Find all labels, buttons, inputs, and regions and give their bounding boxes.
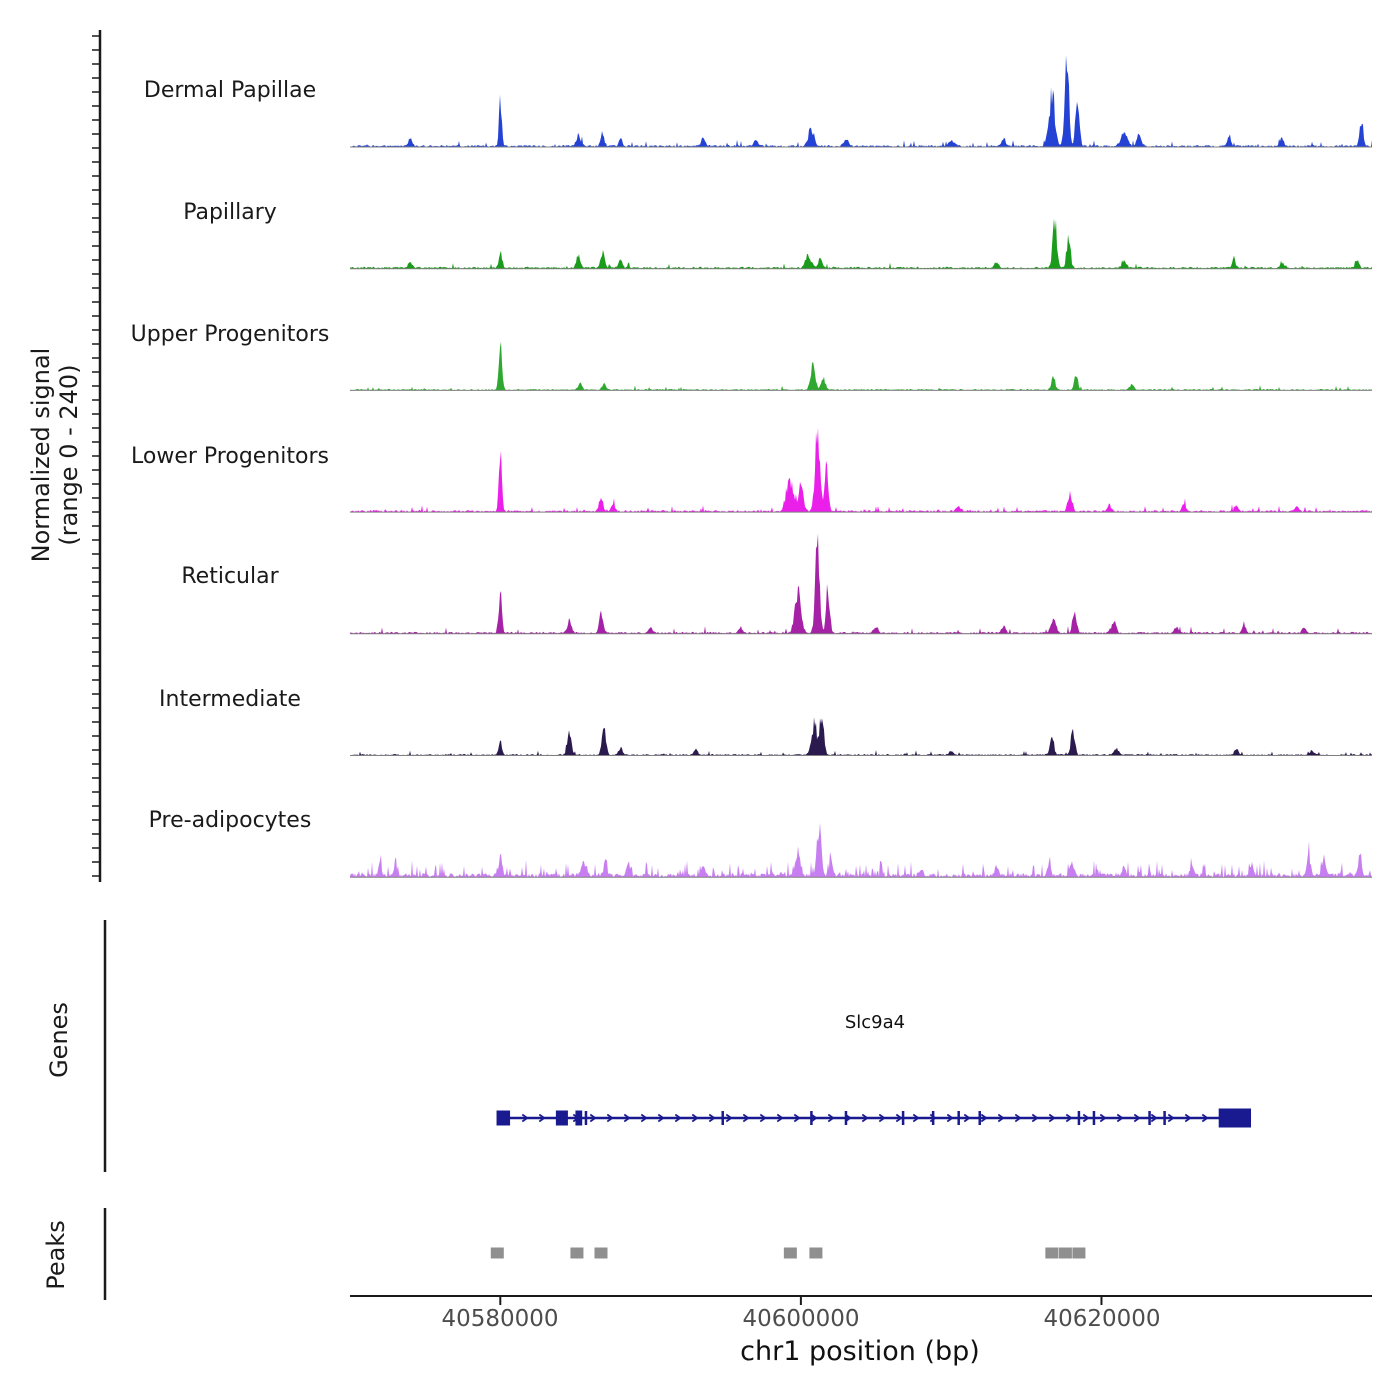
peak-region-box bbox=[783, 1247, 797, 1259]
peak-region-box bbox=[1045, 1247, 1059, 1259]
gene-strand-arrow bbox=[1201, 1113, 1209, 1123]
gene-strand-arrow bbox=[691, 1113, 699, 1123]
gene-exon-mark bbox=[721, 1111, 724, 1125]
gene-exon-box bbox=[496, 1110, 511, 1126]
x-tick-label-40620000: 40620000 bbox=[1043, 1306, 1161, 1332]
x-tick-label-40580000: 40580000 bbox=[441, 1306, 559, 1332]
gene-strand-arrow bbox=[878, 1113, 886, 1123]
gene-exon-mark bbox=[810, 1111, 813, 1125]
gene-strand-arrow bbox=[759, 1113, 767, 1123]
gene-exon-mark bbox=[931, 1111, 935, 1125]
gene-strand-arrow bbox=[623, 1113, 631, 1123]
gene-strand-arrow bbox=[1099, 1113, 1107, 1123]
track-label-upper-progenitors: Upper Progenitors bbox=[130, 322, 330, 347]
gene-strand-arrow bbox=[657, 1113, 665, 1123]
gene-name-label: Slc9a4 bbox=[844, 1012, 906, 1033]
signal-area-2 bbox=[350, 341, 1372, 391]
signal-area-3 bbox=[350, 427, 1372, 513]
y-axis-label-line1: Normalized signal bbox=[27, 347, 55, 563]
gene-exon-box bbox=[555, 1110, 568, 1126]
x-tick-label-40600000: 40600000 bbox=[742, 1306, 860, 1332]
gene-strand-arrow bbox=[708, 1113, 716, 1123]
signal-area-0 bbox=[350, 55, 1372, 148]
gene-strand-arrow bbox=[946, 1113, 954, 1123]
gene-exon-mark bbox=[1092, 1111, 1096, 1125]
gene-strand-arrow bbox=[861, 1113, 869, 1123]
signal-area-1 bbox=[350, 218, 1372, 269]
gene-exon-mark bbox=[901, 1111, 905, 1125]
gene-strand-arrow bbox=[742, 1113, 750, 1123]
gene-strand-arrow bbox=[912, 1113, 920, 1123]
signal-area-5 bbox=[350, 717, 1372, 756]
gene-exon-mark bbox=[1148, 1111, 1151, 1125]
gene-strand-arrow bbox=[640, 1113, 648, 1123]
gene-strand-arrow bbox=[1014, 1113, 1022, 1123]
gene-strand-arrow bbox=[810, 1113, 818, 1123]
gene-exon-box bbox=[1218, 1108, 1252, 1128]
gene-strand-arrow bbox=[827, 1113, 835, 1123]
peaks-section-label: Peaks bbox=[42, 1220, 70, 1290]
gene-exon-box bbox=[575, 1110, 583, 1126]
gene-strand-arrow bbox=[606, 1113, 614, 1123]
gene-strand-arrow bbox=[980, 1113, 988, 1123]
gene-strand-arrow bbox=[776, 1113, 784, 1123]
gene-exon-mark bbox=[1163, 1111, 1166, 1125]
gene-strand-arrow bbox=[725, 1113, 733, 1123]
track-label-lower-progenitors: Lower Progenitors bbox=[131, 444, 329, 469]
gene-strand-arrow bbox=[1184, 1113, 1192, 1123]
gene-strand-arrow bbox=[1133, 1113, 1141, 1123]
gene-strand-arrow bbox=[1065, 1113, 1073, 1123]
gene-exon-mark bbox=[957, 1111, 960, 1125]
signal-area-6 bbox=[350, 822, 1372, 878]
track-label-dermal-papillae: Dermal Papillae bbox=[143, 78, 317, 103]
gene-strand-arrow bbox=[793, 1113, 801, 1123]
gene-strand-arrow bbox=[521, 1113, 529, 1123]
gene-exon-mark bbox=[584, 1111, 588, 1125]
peak-region-box bbox=[809, 1247, 823, 1259]
gene-strand-arrow bbox=[674, 1113, 682, 1123]
gene-strand-arrow bbox=[1167, 1113, 1175, 1123]
x-axis-label: chr1 position (bp) bbox=[740, 1336, 980, 1367]
track-label-papillary: Papillary bbox=[183, 200, 277, 225]
gene-strand-arrow bbox=[538, 1113, 546, 1123]
signal-area-4 bbox=[350, 533, 1372, 634]
gene-exon-mark bbox=[844, 1111, 848, 1125]
gene-strand-arrow bbox=[997, 1113, 1005, 1123]
gene-strand-arrow bbox=[1048, 1113, 1056, 1123]
gene-strand-arrow bbox=[895, 1113, 903, 1123]
track-label-reticular: Reticular bbox=[181, 564, 279, 589]
genes-section-label: Genes bbox=[45, 1002, 73, 1078]
gene-strand-arrow bbox=[589, 1113, 597, 1123]
gene-strand-arrow bbox=[1031, 1113, 1039, 1123]
track-label-intermediate: Intermediate bbox=[159, 687, 301, 712]
peak-region-box bbox=[1072, 1247, 1086, 1259]
gene-exon-mark bbox=[1077, 1111, 1081, 1125]
gene-strand-arrow bbox=[1150, 1113, 1158, 1123]
peak-region-box bbox=[594, 1247, 608, 1259]
peak-region-box bbox=[570, 1247, 584, 1259]
peak-region-box bbox=[1058, 1247, 1072, 1259]
gene-strand-arrow bbox=[1082, 1113, 1090, 1123]
gene-strand-arrow bbox=[963, 1113, 971, 1123]
track-label-pre-adipocytes: Pre-adipocytes bbox=[148, 808, 312, 833]
gene-exon-mark bbox=[978, 1111, 981, 1125]
gene-strand-arrow bbox=[1116, 1113, 1124, 1123]
peak-region-box bbox=[490, 1247, 504, 1259]
